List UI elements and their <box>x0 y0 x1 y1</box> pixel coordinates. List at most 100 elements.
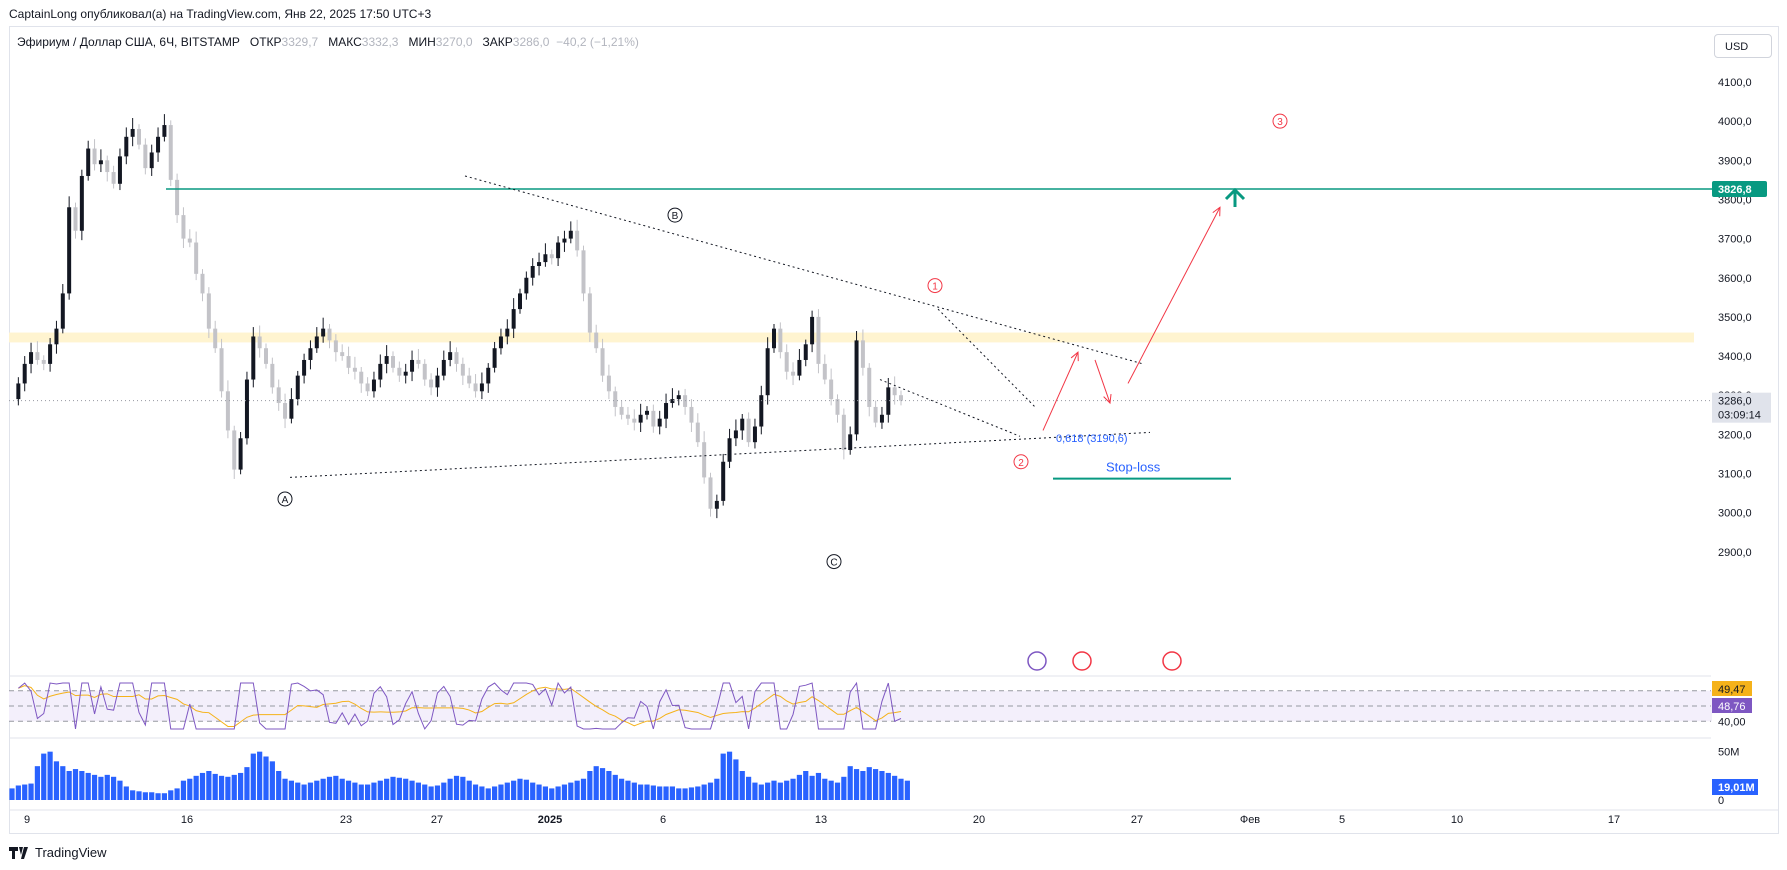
volume-bar <box>726 751 733 800</box>
symbol-legend: Эфириум / Доллар США, 6Ч, BITSTAMP ОТКР3… <box>17 35 639 49</box>
economic-event-icon[interactable] <box>1072 651 1092 671</box>
open-label: ОТКР <box>249 35 282 49</box>
volume-bar <box>879 771 885 800</box>
economic-event-icon[interactable] <box>1162 651 1182 671</box>
candle-body <box>238 438 243 470</box>
volume-bar <box>161 793 167 800</box>
candle-body <box>175 179 180 216</box>
volume-bar <box>15 785 21 800</box>
currency-button[interactable]: USD <box>1714 34 1772 58</box>
candle-body <box>276 387 281 404</box>
candle-body <box>435 375 440 388</box>
volume-bar <box>136 791 142 800</box>
candle-body <box>518 293 522 310</box>
time-tick-label: Фев <box>1240 814 1260 826</box>
volume-bar <box>873 769 879 800</box>
volume-bar <box>885 772 891 800</box>
volume-tick-label: 0 <box>1718 795 1724 807</box>
candle-body <box>784 352 789 372</box>
close-label: ЗАКР <box>482 35 513 49</box>
volume-value-badge <box>1712 779 1758 795</box>
candle-body <box>162 125 167 137</box>
candle-body <box>365 383 370 392</box>
candle-body <box>524 277 529 294</box>
wave-label-circle <box>1013 454 1029 470</box>
volume-bar <box>257 751 263 800</box>
candle-body <box>340 352 345 357</box>
lower-trendline[interactable] <box>289 431 1151 478</box>
candle-body <box>848 434 853 451</box>
candle-body <box>352 367 357 372</box>
candle-body <box>537 262 542 267</box>
wave-label: 2 <box>1018 458 1024 469</box>
candle-body <box>200 273 205 294</box>
volume-bar <box>828 780 834 800</box>
volume-bar <box>536 784 542 800</box>
volume-bar <box>345 780 352 800</box>
rsi-value: 48,76 <box>1718 701 1746 713</box>
open-value: 3329,7 <box>281 35 319 49</box>
candle-body <box>149 152 154 169</box>
price-tick-label: 3500,0 <box>1718 312 1752 324</box>
volume-bar <box>739 771 745 800</box>
candle-body <box>124 136 129 157</box>
volume-bar <box>733 759 739 800</box>
candle-body <box>581 250 586 294</box>
volume-bar <box>263 756 269 800</box>
candle-body <box>549 254 554 259</box>
supply-zone[interactable] <box>9 332 1694 343</box>
candle-body <box>562 238 567 243</box>
candle-body <box>505 328 510 337</box>
candle-body <box>327 328 332 341</box>
volume-bar <box>180 780 187 800</box>
wedge-upper-line[interactable] <box>937 308 1036 408</box>
candle-body <box>670 399 675 404</box>
projection-arrow-down[interactable] <box>1094 359 1111 404</box>
volume-bar <box>555 786 561 800</box>
candle-body <box>283 403 288 419</box>
wedge-lower-line[interactable] <box>879 379 1021 437</box>
volume-bar <box>492 786 498 800</box>
volume-bar <box>231 774 237 800</box>
volume-bar <box>333 775 339 800</box>
volume-bar <box>746 776 752 800</box>
symbol-name[interactable]: Эфириум / Доллар США, 6Ч, BITSTAMP <box>17 35 240 49</box>
volume-bar <box>542 786 548 800</box>
candle-body <box>270 363 275 388</box>
volume-bar <box>225 776 231 800</box>
candle-body <box>587 293 592 333</box>
price-tick-label: 4000,0 <box>1718 116 1752 128</box>
candle-body <box>416 359 421 364</box>
candle-body <box>156 136 161 153</box>
volume-bar <box>238 772 244 800</box>
dividend-event-icon[interactable] <box>1027 651 1047 671</box>
price-tick-label: 3700,0 <box>1718 234 1752 246</box>
price-tick-label: 3600,0 <box>1718 273 1752 285</box>
candle-body <box>600 348 605 376</box>
upper-trendline[interactable] <box>464 175 1144 365</box>
price-tick-label: 2900,0 <box>1718 547 1752 559</box>
volume-bar <box>9 788 15 800</box>
wave-label: C <box>830 558 837 569</box>
volume-bar <box>472 784 479 800</box>
candle-body <box>543 254 548 263</box>
wave-label-circle <box>826 554 842 570</box>
volume-bar <box>85 772 91 800</box>
candle-body <box>511 309 516 329</box>
volume-bar <box>682 788 688 800</box>
candle-body <box>429 379 434 388</box>
volume-bar <box>307 782 314 800</box>
rsi-value-badge <box>1712 698 1752 713</box>
time-tick-label: 27 <box>431 814 443 826</box>
volume-bar <box>511 780 517 800</box>
volume-bar <box>269 761 275 800</box>
volume-bar <box>599 768 606 800</box>
candle-body <box>460 363 465 376</box>
volume-bar <box>358 784 364 800</box>
candle-body <box>206 293 211 329</box>
projection-arrow-up[interactable] <box>1042 351 1079 431</box>
candle-body <box>486 367 491 384</box>
candle-body <box>454 352 459 364</box>
projection-arrow-rally[interactable] <box>1127 207 1221 384</box>
